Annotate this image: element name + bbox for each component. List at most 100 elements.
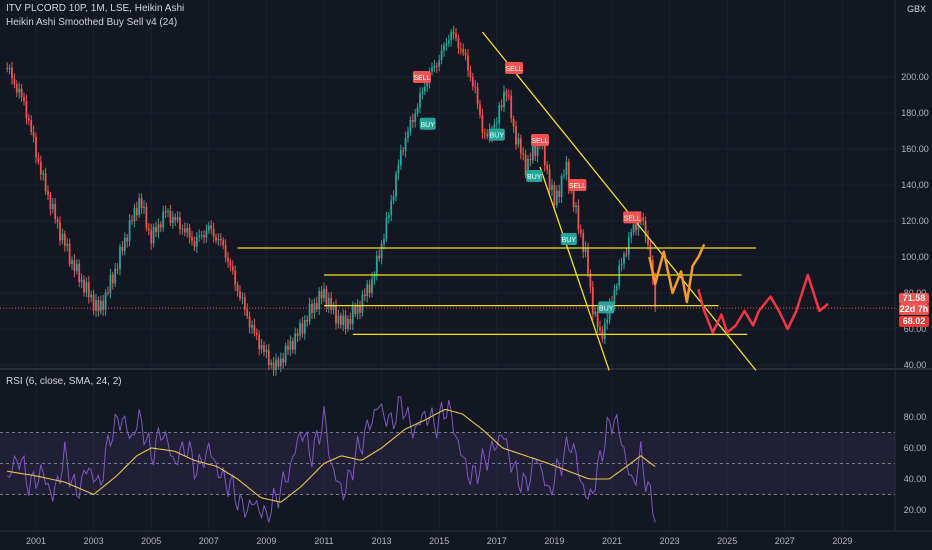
candle-body (390, 200, 393, 216)
candle-body (195, 236, 198, 247)
candle-body (323, 288, 325, 299)
candle-body (507, 95, 510, 97)
sell-signal: SELL (505, 62, 524, 74)
candle-body (433, 65, 436, 68)
candle-body (231, 266, 234, 271)
candle-body (431, 67, 433, 72)
candle-body (200, 235, 203, 237)
candle-body (191, 237, 193, 241)
candle-body (527, 158, 529, 176)
candle-body (176, 217, 179, 221)
candle-body (234, 270, 237, 285)
candle-body (536, 142, 539, 156)
candle-body (599, 327, 601, 330)
candle-body (253, 324, 256, 333)
candle-body (299, 323, 301, 336)
candle-body (543, 141, 546, 166)
candle-body (217, 239, 220, 241)
candle-body (455, 33, 457, 39)
candle-body (615, 286, 618, 291)
candle-body (318, 291, 321, 310)
time-tick-label: 2013 (372, 536, 392, 546)
candle-body (635, 224, 637, 230)
candle-body (303, 319, 306, 334)
signal-badge (623, 211, 642, 224)
candle-body (80, 279, 83, 283)
signal-badge (560, 233, 577, 245)
candle-body (627, 237, 630, 255)
candle-body (164, 211, 167, 213)
candle-body (102, 300, 105, 310)
candle-body (61, 234, 64, 241)
price-tick-label: 200.00 (901, 72, 929, 82)
candle-body (227, 257, 229, 262)
candle-body (505, 91, 508, 96)
candle-body (313, 303, 316, 313)
candle-body (512, 118, 515, 127)
candle-body (548, 169, 551, 190)
candle-body (474, 86, 477, 88)
signal-label: BUY (490, 133, 505, 140)
candle-body (464, 52, 467, 56)
candle-body (188, 227, 191, 238)
candle-body (275, 359, 277, 371)
time-tick-label: 2023 (660, 536, 680, 546)
candle-body (462, 48, 465, 53)
candle-body (654, 278, 657, 307)
candle-body (587, 247, 589, 274)
candle-body (596, 311, 599, 328)
candle-body (397, 165, 400, 174)
candle-body (279, 358, 282, 367)
projection-path-red (697, 273, 829, 334)
candle-body (109, 274, 112, 293)
price-tick-label: 140.00 (901, 180, 929, 190)
candle-body (260, 345, 263, 350)
candle-body (219, 239, 222, 241)
price-tick-label: 40.00 (904, 360, 927, 370)
candle-body (479, 104, 481, 115)
candle-body (267, 349, 270, 365)
candle-body (291, 340, 294, 350)
signal-label: BUY (527, 174, 542, 181)
candle-body (272, 362, 275, 371)
candle-body (351, 306, 354, 325)
time-tick-label: 2011 (314, 536, 333, 546)
candle-body (255, 332, 258, 336)
candle-body (243, 297, 246, 310)
candle-body (534, 145, 537, 156)
candle-body (618, 265, 621, 287)
candle-body (354, 306, 357, 314)
candle-body (421, 91, 424, 94)
candle-body (315, 303, 318, 310)
candle-body (251, 324, 253, 328)
candle-body (575, 205, 577, 208)
candle-body (121, 247, 124, 251)
candle-body (342, 315, 345, 325)
candle-body (27, 118, 30, 120)
candle-body (373, 275, 376, 279)
rsi-tick-label: 40.00 (904, 474, 927, 484)
candle-body (6, 68, 9, 70)
candle-body (284, 345, 287, 363)
signal-badge (412, 71, 431, 83)
signal-label: BUY (562, 237, 577, 244)
candle-body (20, 88, 23, 98)
candle-body (11, 67, 13, 79)
candle-body (239, 291, 241, 299)
signal-badge (488, 128, 505, 141)
candle-body (594, 311, 597, 315)
candle-body (8, 67, 11, 70)
indicator-legend: Heikin Ashi Smoothed Buy Sell v4 (24) (6, 17, 178, 28)
candle-body (63, 234, 66, 246)
candle-body (236, 284, 239, 292)
candle-body (25, 101, 28, 119)
candle-body (368, 284, 371, 293)
candle-body (99, 300, 102, 312)
candle-body (289, 340, 292, 350)
candle-body (265, 349, 268, 352)
low-price-tag: 68.02 (899, 316, 929, 327)
time-tick-label: 2009 (256, 536, 276, 546)
signal-label: SELL (531, 138, 548, 145)
